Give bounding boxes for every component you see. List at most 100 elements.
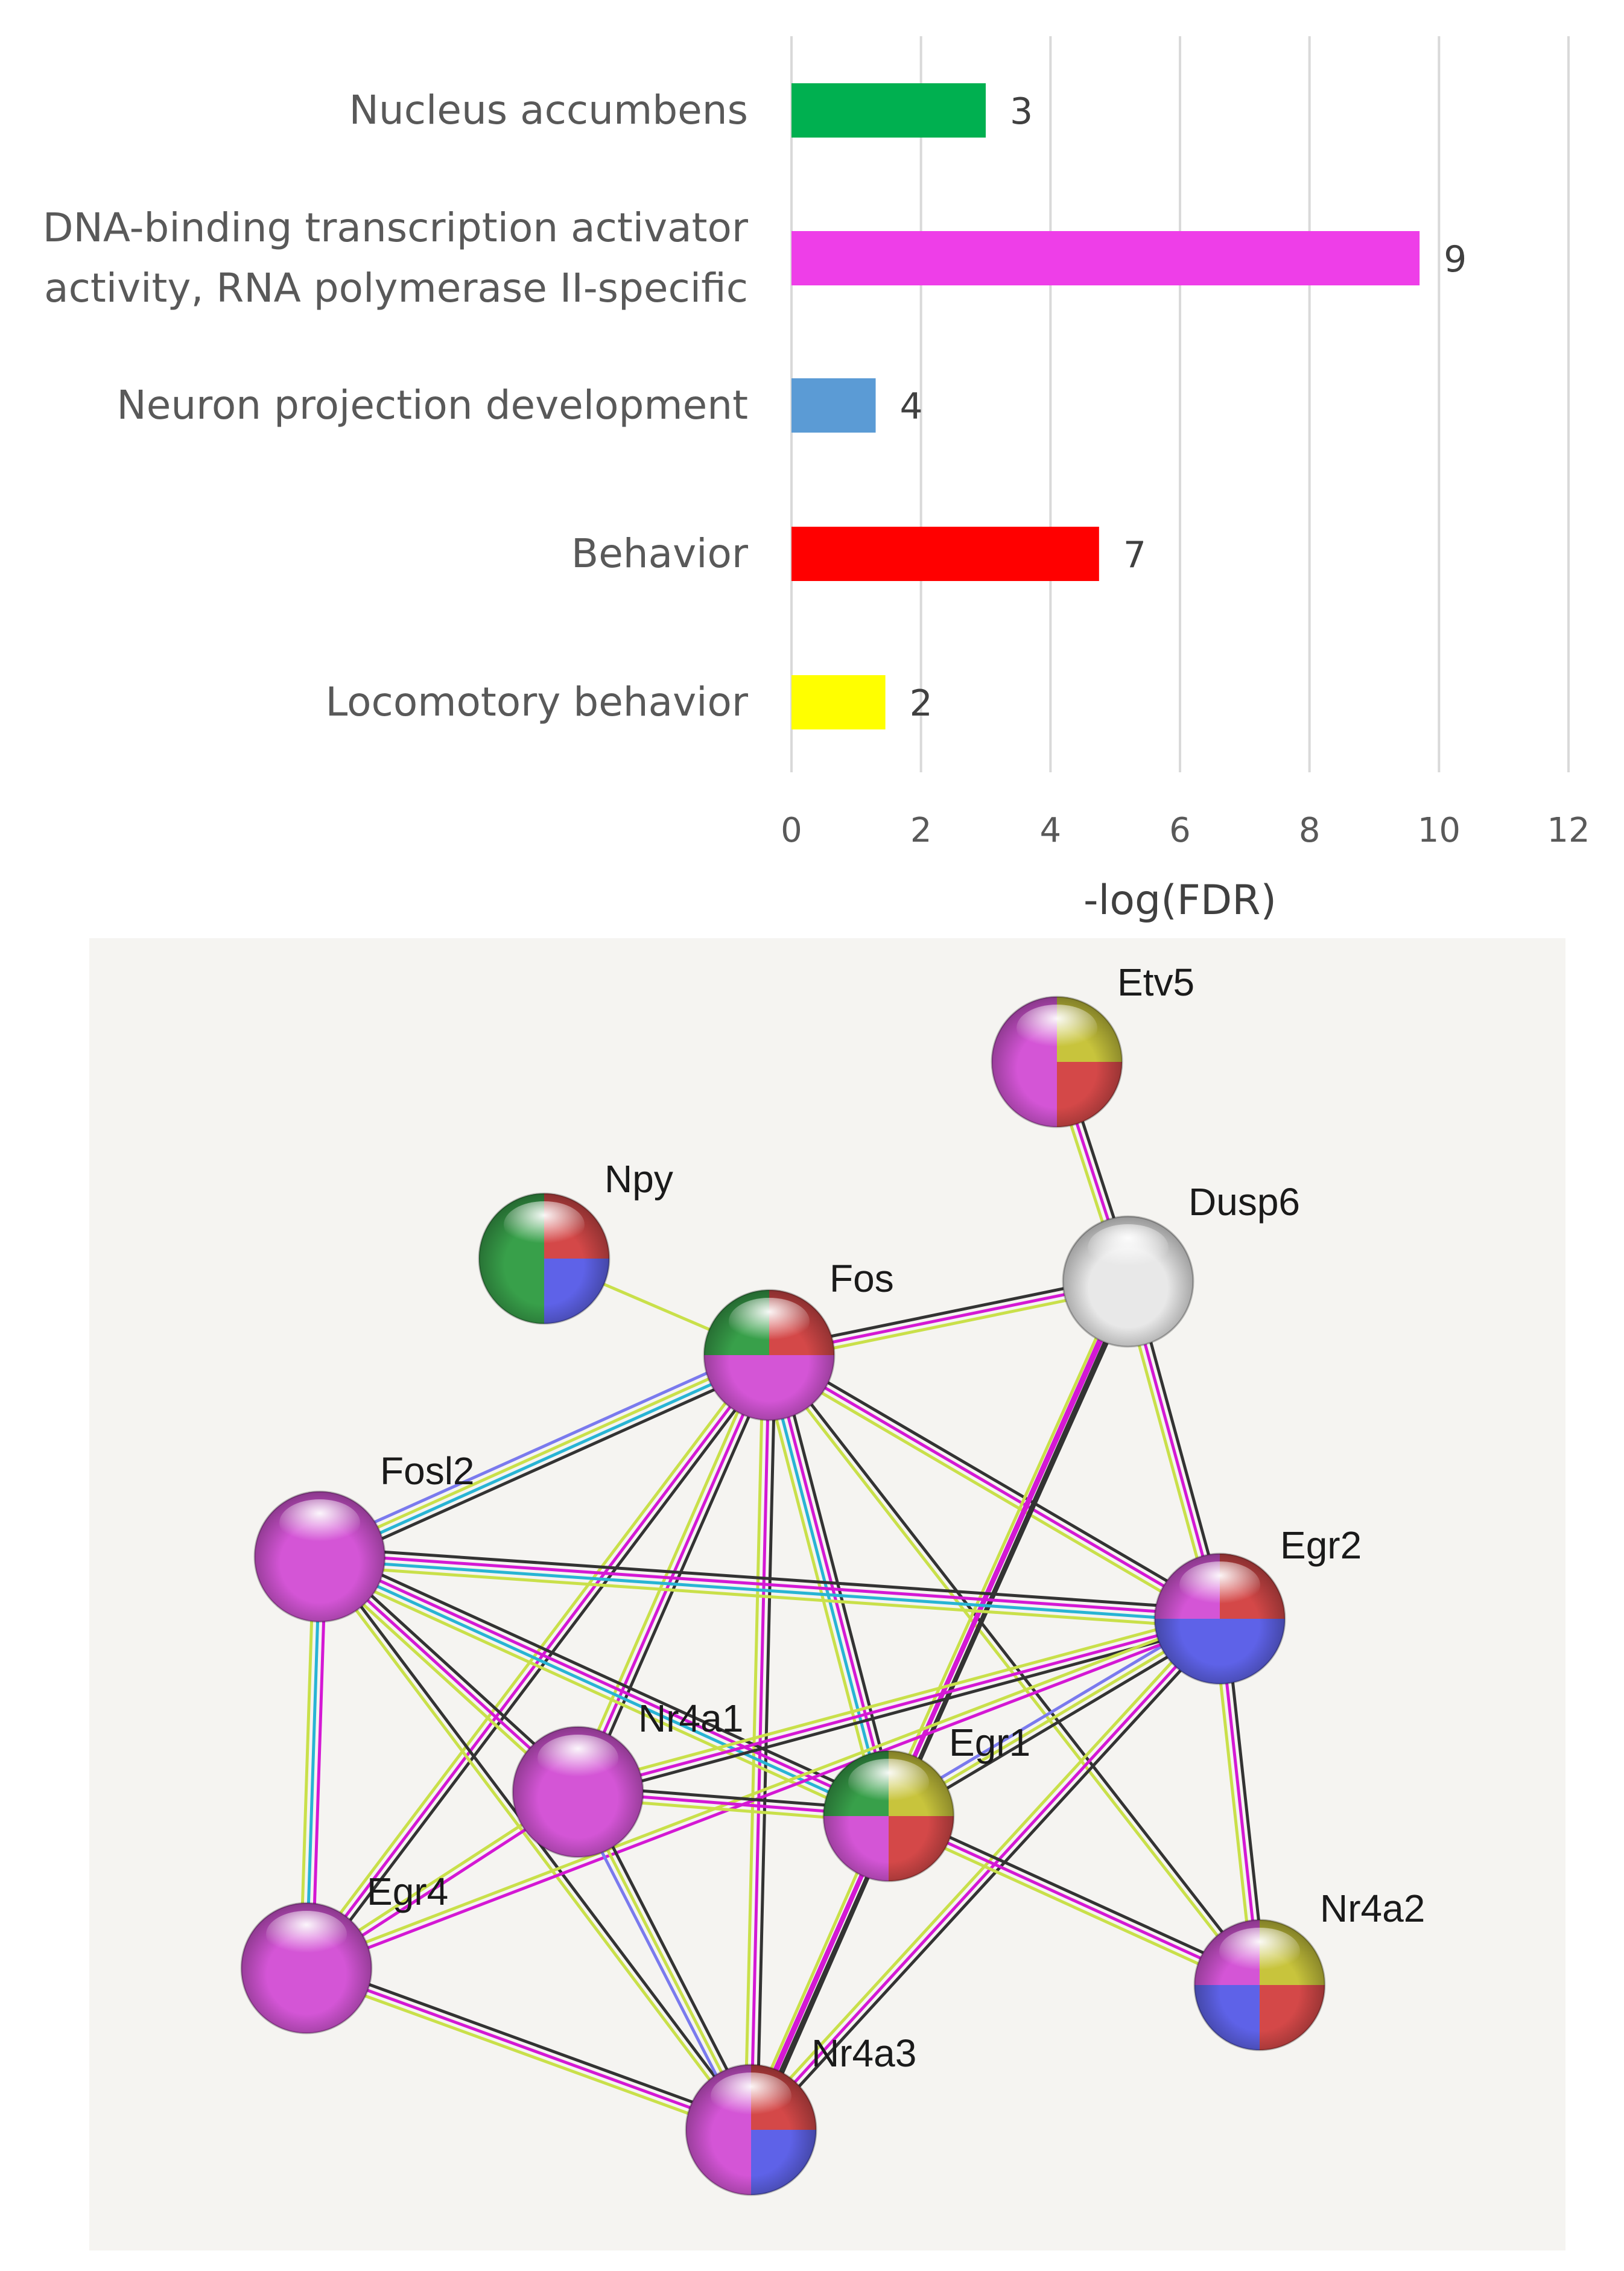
node-egr1[interactable] bbox=[822, 1750, 955, 1882]
x-tick-label: 12 bbox=[1547, 811, 1590, 850]
edge-fosl2-egr4 bbox=[299, 1556, 328, 1969]
node-dusp6[interactable] bbox=[1062, 1215, 1194, 1348]
node-gloss bbox=[1017, 1004, 1097, 1052]
node-label-fos: Fos bbox=[829, 1257, 894, 1300]
node-label-egr4: Egr4 bbox=[367, 1870, 448, 1913]
edge-egr2-nr4a3 bbox=[745, 1613, 1226, 2135]
x-tick-label: 2 bbox=[910, 811, 932, 850]
edge-egr1-nr4a2 bbox=[885, 1809, 1263, 1992]
node-gloss bbox=[1088, 1224, 1169, 1271]
edge-line-cyan bbox=[317, 1558, 888, 1820]
node-gloss bbox=[729, 1297, 810, 1345]
edge-line-yellow bbox=[317, 1351, 769, 1555]
x-tick-label: 4 bbox=[1040, 811, 1062, 850]
edge-line-black bbox=[892, 1283, 1135, 1820]
edge-line-magenta bbox=[306, 1620, 1222, 1973]
value-labels: 3 9 4 7 2 bbox=[900, 91, 1467, 725]
x-tick-label: 0 bbox=[781, 811, 802, 850]
edge-line-black bbox=[582, 1357, 776, 1796]
node-label-nr4a2: Nr4a2 bbox=[1320, 1887, 1425, 1930]
data-label: 9 bbox=[1444, 238, 1467, 281]
category-label: Neuron projection development bbox=[116, 382, 748, 428]
edge-line-yellow bbox=[745, 1613, 1217, 2127]
node-egr4[interactable] bbox=[240, 1902, 373, 2034]
gridlines bbox=[790, 36, 1570, 772]
edge-egr4-nr4a3 bbox=[303, 1961, 754, 2137]
edge-line-magenta bbox=[750, 1618, 1221, 2131]
node-gloss bbox=[711, 2072, 791, 2120]
edge-line-magenta bbox=[770, 1354, 893, 1816]
edge-line-black bbox=[323, 1362, 774, 1566]
category-labels: Nucleus accumbens DNA-binding transcripti… bbox=[43, 87, 749, 725]
node-label-etv5: Etv5 bbox=[1117, 961, 1194, 1004]
x-tick-label: 6 bbox=[1169, 811, 1191, 850]
edge-line-black bbox=[309, 1358, 775, 1973]
edge-line-yellow bbox=[299, 1556, 316, 1968]
node-nr4a1[interactable] bbox=[512, 1726, 644, 1858]
node-outline bbox=[703, 1289, 836, 1421]
data-label: 2 bbox=[910, 682, 933, 725]
node-label-fosl2: Fosl2 bbox=[380, 1449, 475, 1493]
edge-line-magenta bbox=[320, 1552, 891, 1815]
node-outline bbox=[1153, 1552, 1286, 1685]
bar bbox=[791, 675, 886, 729]
node-gloss bbox=[1219, 1927, 1300, 1975]
edge-line-magenta bbox=[320, 1552, 1220, 1618]
node-outline bbox=[822, 1750, 955, 1882]
node-gloss bbox=[504, 1201, 585, 1248]
x-axis-ticks: 0 2 4 6 8 10 12 bbox=[781, 811, 1590, 850]
node-gloss bbox=[1179, 1561, 1260, 1609]
node-nr4a3[interactable] bbox=[685, 2063, 817, 2196]
node-npy[interactable] bbox=[478, 1192, 611, 1325]
node-gloss bbox=[266, 1910, 347, 1958]
edge-line-black bbox=[320, 1546, 1221, 1612]
edge-line-yellow bbox=[576, 1611, 1219, 1788]
edge-line-black bbox=[579, 1623, 1222, 1800]
edge-dusp6-nr4a3 bbox=[747, 1279, 1132, 2132]
edge-egr2-nr4a1 bbox=[576, 1611, 1222, 1800]
edge-line-black bbox=[890, 1809, 1263, 1981]
edge-line-magenta bbox=[311, 1557, 328, 1969]
node-nr4a2[interactable] bbox=[1193, 1919, 1326, 2051]
edge-line-cyan bbox=[305, 1556, 322, 1969]
edge-fosl2-egr2 bbox=[319, 1546, 1221, 1630]
node-egr2[interactable] bbox=[1153, 1552, 1286, 1685]
node-label-npy: Npy bbox=[604, 1157, 673, 1201]
edge-line-magenta bbox=[577, 1617, 1220, 1794]
edge-line-blue bbox=[315, 1345, 766, 1550]
x-tick-label: 8 bbox=[1299, 811, 1321, 850]
x-axis-title: -log(FDR) bbox=[1083, 877, 1277, 924]
bar bbox=[791, 231, 1420, 285]
edge-line-yellow bbox=[305, 1614, 1220, 1967]
edge-line-yellow bbox=[303, 1972, 750, 2137]
node-outline bbox=[1193, 1919, 1326, 2051]
bars bbox=[791, 83, 1420, 729]
node-outline bbox=[512, 1726, 644, 1858]
node-gloss bbox=[848, 1758, 929, 1806]
node-outline bbox=[253, 1490, 386, 1623]
edge-fos-egr2 bbox=[765, 1348, 1224, 1625]
edge-line-yellow bbox=[319, 1564, 1220, 1630]
edge-line-black bbox=[308, 1961, 754, 2126]
category-label: Locomotory behavior bbox=[326, 679, 749, 725]
node-etv5[interactable] bbox=[991, 996, 1123, 1128]
node-outline bbox=[991, 996, 1123, 1128]
edge-line-cyan bbox=[764, 1355, 887, 1817]
category-label: Nucleus accumbens bbox=[349, 87, 748, 133]
node-label-egr1: Egr1 bbox=[949, 1721, 1030, 1764]
data-label: 7 bbox=[1123, 534, 1146, 576]
edge-line-yellow bbox=[766, 1356, 1259, 1988]
node-fos[interactable] bbox=[703, 1289, 836, 1421]
node-outline bbox=[240, 1902, 373, 2034]
node-label-nr4a1: Nr4a1 bbox=[638, 1697, 743, 1740]
node-outline bbox=[478, 1192, 611, 1325]
bar bbox=[791, 83, 986, 138]
node-outline bbox=[685, 2063, 817, 2196]
node-fosl2[interactable] bbox=[253, 1490, 386, 1623]
data-label: 4 bbox=[900, 386, 923, 428]
edge-line-magenta bbox=[747, 1279, 1127, 2129]
edge-line-magenta bbox=[887, 1814, 1261, 1987]
node-label-egr2: Egr2 bbox=[1280, 1523, 1362, 1567]
node-label-dusp6: Dusp6 bbox=[1188, 1180, 1300, 1224]
